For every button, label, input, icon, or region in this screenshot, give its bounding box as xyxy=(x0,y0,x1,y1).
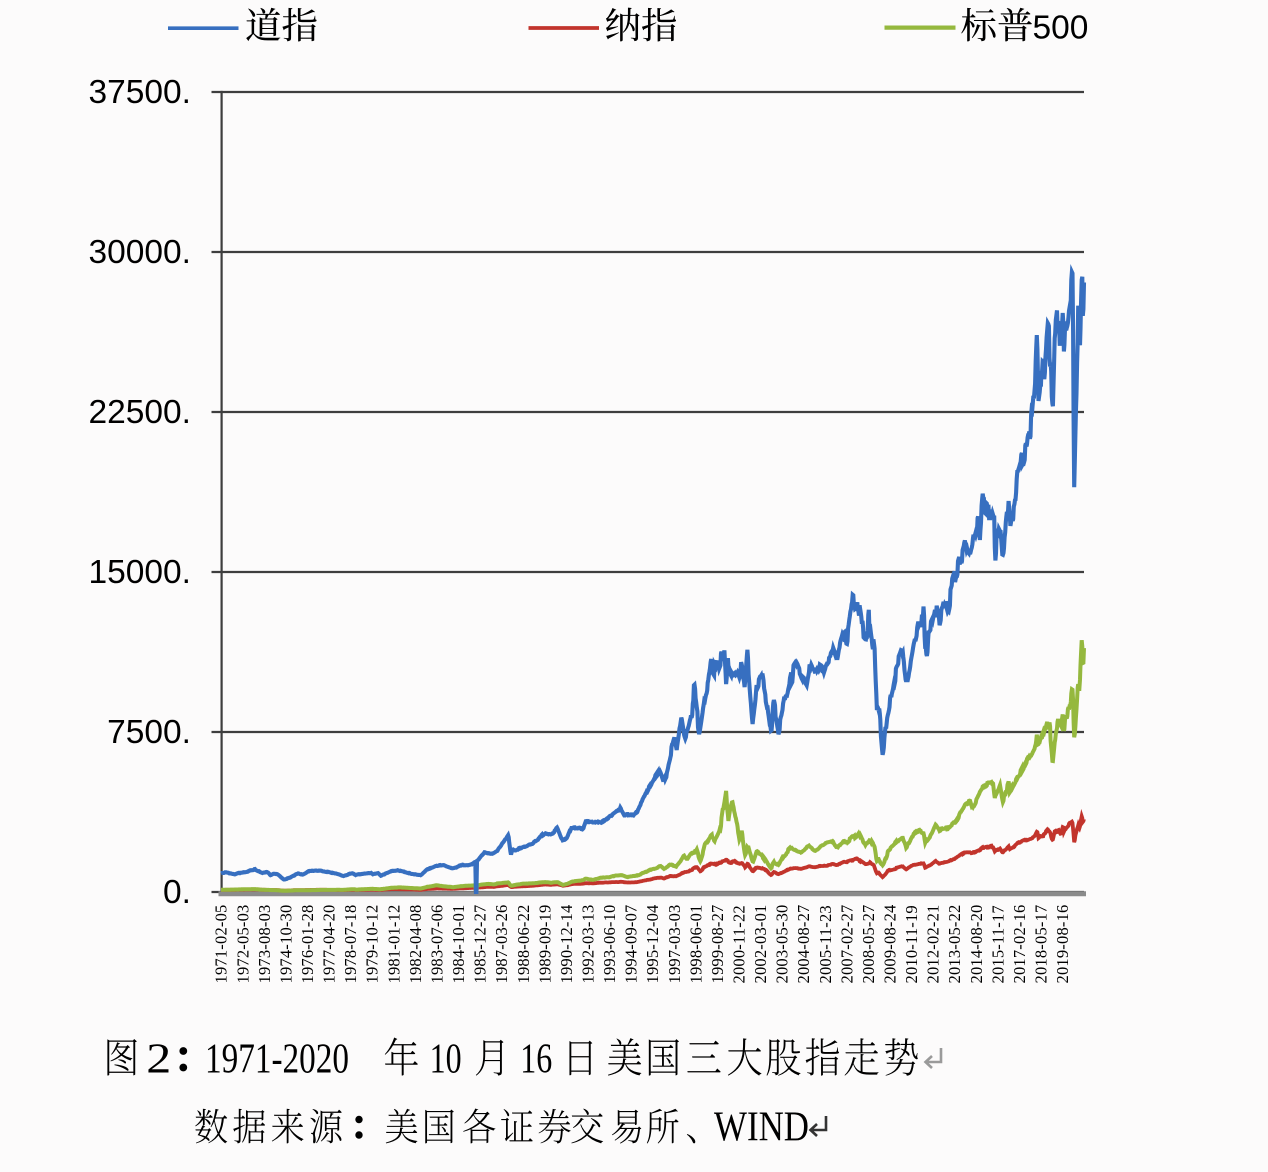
svg-text:2009-08-24: 2009-08-24 xyxy=(881,905,900,984)
svg-text:2017-02-16: 2017-02-16 xyxy=(1010,905,1029,984)
svg-text:2008-05-27: 2008-05-27 xyxy=(859,905,878,984)
svg-text:1983-07-06: 1983-07-06 xyxy=(427,905,446,984)
svg-text:15000.: 15000. xyxy=(89,554,191,591)
svg-text:1982-04-08: 1982-04-08 xyxy=(406,905,425,984)
svg-text:1972-05-03: 1972-05-03 xyxy=(233,905,252,984)
svg-text:2018-05-17: 2018-05-17 xyxy=(1032,905,1051,984)
svg-text:0.: 0. xyxy=(163,874,191,911)
svg-text:30000.: 30000. xyxy=(89,234,191,271)
svg-text:2004-08-27: 2004-08-27 xyxy=(794,905,813,984)
svg-text:10: 10 xyxy=(430,1037,462,1083)
svg-text:2003-05-30: 2003-05-30 xyxy=(773,905,792,984)
svg-text:1988-06-22: 1988-06-22 xyxy=(514,905,533,984)
svg-text:1974-10-30: 1974-10-30 xyxy=(276,905,295,984)
svg-text:2007-02-27: 2007-02-27 xyxy=(837,905,856,984)
svg-text:1987-03-26: 1987-03-26 xyxy=(492,905,511,984)
svg-text:2014-08-20: 2014-08-20 xyxy=(967,905,986,984)
svg-text:500: 500 xyxy=(1033,10,1089,47)
svg-text:2005-11-23: 2005-11-23 xyxy=(816,905,835,983)
svg-text:2010-11-19: 2010-11-19 xyxy=(902,905,921,983)
svg-text:1977-04-20: 1977-04-20 xyxy=(320,905,339,984)
svg-text:1971-2020: 1971-2020 xyxy=(205,1037,349,1083)
svg-text:2000-11-22: 2000-11-22 xyxy=(730,905,749,983)
svg-text:1994-09-07: 1994-09-07 xyxy=(622,905,641,984)
svg-text:2: 2 xyxy=(146,1037,171,1083)
svg-text:7500.: 7500. xyxy=(107,714,191,751)
svg-text:16: 16 xyxy=(520,1037,552,1083)
svg-text:2002-03-01: 2002-03-01 xyxy=(751,905,770,984)
svg-text:1985-12-27: 1985-12-27 xyxy=(471,905,490,984)
svg-text:1992-03-13: 1992-03-13 xyxy=(579,905,598,984)
svg-text:1979-10-12: 1979-10-12 xyxy=(363,905,382,984)
svg-text:22500.: 22500. xyxy=(89,394,191,431)
svg-text:2019-08-16: 2019-08-16 xyxy=(1053,905,1072,984)
svg-text:2013-05-22: 2013-05-22 xyxy=(945,905,964,984)
svg-text:1981-01-12: 1981-01-12 xyxy=(384,905,403,984)
svg-text:1984-10-01: 1984-10-01 xyxy=(449,905,468,984)
svg-text:1999-08-27: 1999-08-27 xyxy=(708,905,727,984)
svg-text:2015-11-17: 2015-11-17 xyxy=(988,905,1007,983)
svg-text:1995-12-04: 1995-12-04 xyxy=(643,905,662,984)
svg-text:1998-06-01: 1998-06-01 xyxy=(686,905,705,984)
svg-text:1973-08-03: 1973-08-03 xyxy=(255,905,274,984)
svg-text:2012-02-21: 2012-02-21 xyxy=(924,905,943,984)
svg-text:1978-07-18: 1978-07-18 xyxy=(341,905,360,984)
svg-text:1971-02-05: 1971-02-05 xyxy=(212,905,231,984)
svg-text:WIND: WIND xyxy=(714,1105,809,1151)
svg-text:1976-01-28: 1976-01-28 xyxy=(298,905,317,984)
svg-text:1993-06-10: 1993-06-10 xyxy=(600,905,619,984)
svg-text:1997-03-03: 1997-03-03 xyxy=(665,905,684,984)
svg-text:1989-09-19: 1989-09-19 xyxy=(535,905,554,984)
svg-text:37500.: 37500. xyxy=(89,74,191,111)
svg-text:1990-12-14: 1990-12-14 xyxy=(557,905,576,984)
